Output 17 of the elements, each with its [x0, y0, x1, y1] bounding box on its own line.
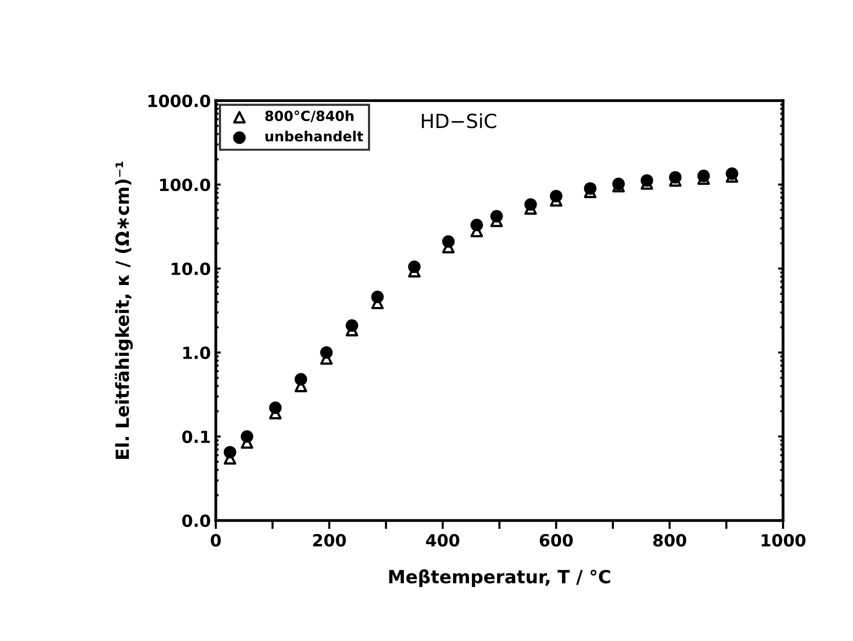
y-tick-label: 10.0	[172, 262, 210, 276]
legend-label: unbehandelt	[266, 130, 364, 142]
y-axis-title: El. Leitfähigkeit, κ / (Ω∗cm)⁻¹	[114, 162, 133, 459]
x-tick-label: 0	[210, 534, 221, 547]
x-tick-label: 600	[540, 534, 573, 547]
x-tick-label: 1000	[762, 534, 806, 547]
x-axis-title: Meβtemperatur, T / °C	[389, 569, 610, 587]
y-tick-label: 1.0	[183, 346, 210, 360]
x-tick-label: 800	[653, 534, 686, 547]
text: HD−SiC	[422, 113, 496, 128]
y-tick-label: 0.0	[182, 514, 210, 528]
y-tick-label: 100.0	[160, 178, 210, 192]
x-tick-label: 200	[313, 534, 346, 547]
y-tick-label: 1000.0	[148, 94, 210, 108]
y-tick-label: 0.1	[182, 430, 210, 444]
x-tick-label: 400	[426, 534, 460, 547]
legend-label: 800°C/840h	[265, 110, 354, 122]
